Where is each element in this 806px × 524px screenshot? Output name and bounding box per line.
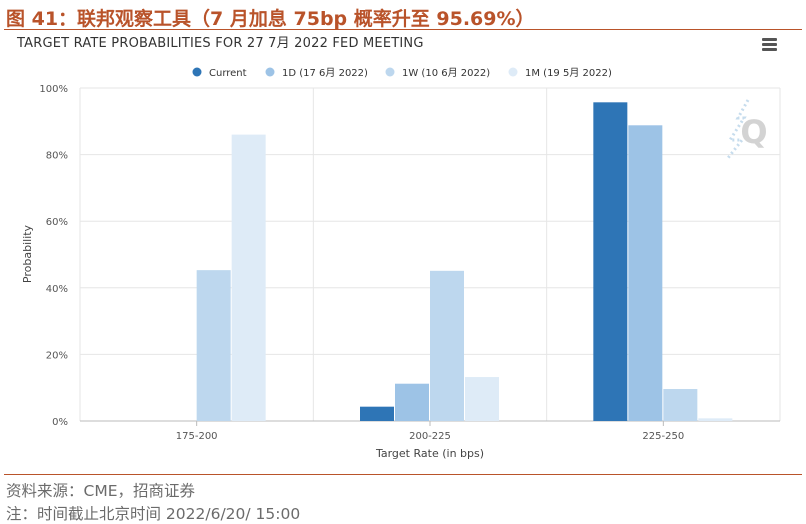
y-tick-label: 80% xyxy=(46,151,68,162)
x-axis-ticks: 175-200 200-225 225-250 xyxy=(176,421,684,442)
bar[interactable] xyxy=(231,134,266,421)
footer-divider xyxy=(4,474,802,475)
chart-title: TARGET RATE PROBABILITIES FOR 27 7月 2022… xyxy=(17,36,424,51)
bar[interactable] xyxy=(430,270,464,421)
legend: Current 1D (17 6月 2022) 1W (10 6月 2022) 1M … xyxy=(192,67,612,80)
y-tick-label: 20% xyxy=(46,350,68,361)
y-axis-label: Probability xyxy=(21,224,34,283)
legend-swatch xyxy=(385,67,395,77)
watermark-letter: Q xyxy=(740,113,767,151)
bar-chart: 0% 20% 40% 60% 80% 100% 175-200 200-225 225-250… xyxy=(21,67,781,460)
y-tick-label: 0% xyxy=(52,417,68,428)
x-tick-label: 225-250 xyxy=(642,431,684,442)
watermark-logo: Q xyxy=(726,99,768,159)
time-note: 注：时间截止北京时间 2022/6/20/ 15:00 xyxy=(6,505,301,523)
legend-swatch xyxy=(508,67,518,77)
y-tick-label: 60% xyxy=(46,217,68,228)
bar[interactable] xyxy=(360,406,394,421)
title-divider xyxy=(4,29,802,30)
legend-label: 1M (19 5月 2022) xyxy=(525,67,612,79)
legend-item[interactable]: Current xyxy=(192,67,247,80)
legend-item[interactable]: 1M (19 5月 2022) xyxy=(508,67,612,79)
bar[interactable] xyxy=(698,418,733,421)
bar[interactable] xyxy=(465,377,499,421)
y-tick-label: 100% xyxy=(39,84,68,95)
x-tick-label: 175-200 xyxy=(176,431,218,442)
legend-label: Current xyxy=(209,68,247,79)
bar[interactable] xyxy=(395,383,429,421)
source-note: 资料来源：CME，招商证券 xyxy=(6,482,195,500)
legend-label: 1D (17 6月 2022) xyxy=(282,67,368,79)
legend-swatch xyxy=(192,67,202,77)
legend-swatch xyxy=(265,67,275,77)
bar[interactable] xyxy=(196,270,231,421)
figure-title: 图 41：联邦观察工具（7 月加息 75bp 概率升至 95.69%） xyxy=(6,8,535,30)
y-axis-ticks: 0% 20% 40% 60% 80% 100% xyxy=(39,84,68,428)
legend-label: 1W (10 6月 2022) xyxy=(402,67,490,79)
x-axis-label: Target Rate (in bps) xyxy=(375,447,484,460)
bar[interactable] xyxy=(593,102,628,421)
legend-item[interactable]: 1D (17 6月 2022) xyxy=(265,67,369,79)
legend-item[interactable]: 1W (10 6月 2022) xyxy=(385,67,491,79)
hamburger-menu-icon[interactable] xyxy=(762,38,777,52)
bar[interactable] xyxy=(663,389,698,421)
bars xyxy=(196,102,733,422)
y-tick-label: 40% xyxy=(46,284,68,295)
x-tick-label: 200-225 xyxy=(409,431,451,442)
bar[interactable] xyxy=(628,125,663,422)
